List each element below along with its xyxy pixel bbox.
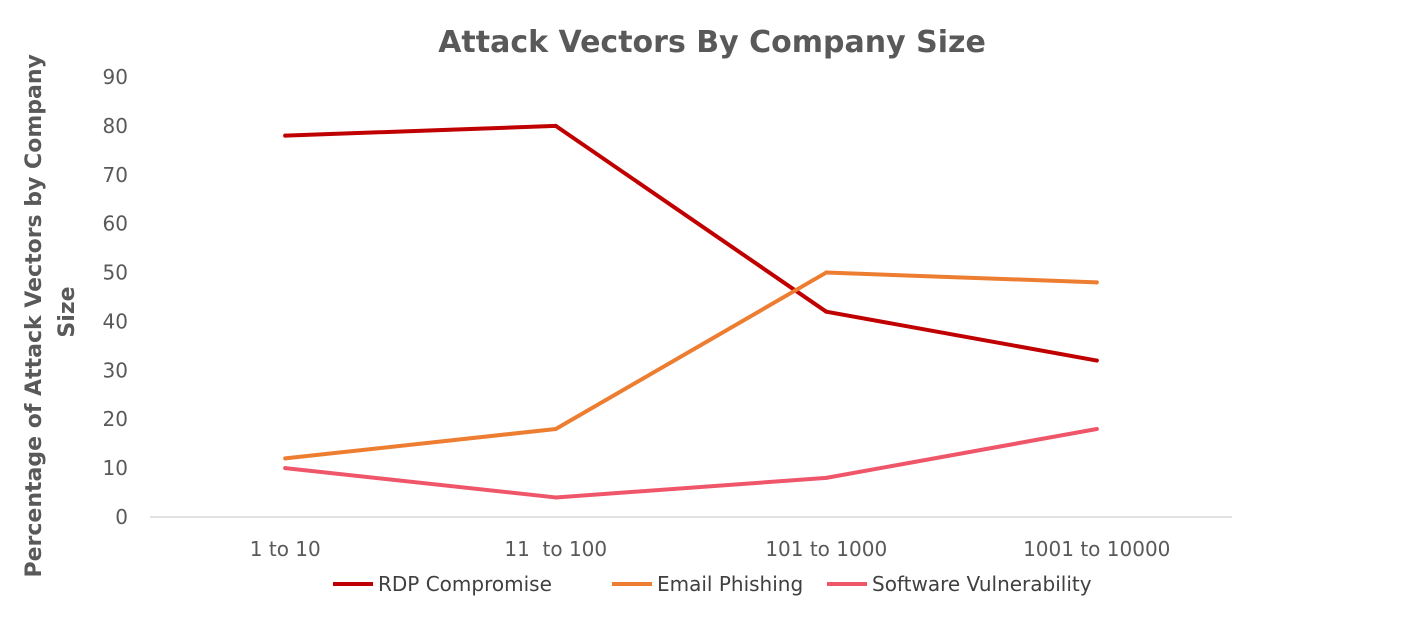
x-tick-label: 11 to 100 (504, 537, 607, 561)
data-point (824, 309, 829, 314)
series-line-1 (283, 123, 1099, 363)
y-axis-label-line-1: Percentage of Attack Vectors by Company (22, 54, 47, 577)
y-tick-label: 10 (103, 456, 128, 480)
y-axis-label: Percentage of Attack Vectors by Company … (22, 46, 80, 577)
legend: RDP Compromise Email Phishing Software Vul… (333, 572, 1092, 596)
data-point (824, 270, 829, 275)
data-point (1094, 427, 1099, 431)
y-tick-label: 90 (103, 65, 128, 89)
x-tick-label: 1 to 10 (250, 537, 321, 561)
y-tick-label: 50 (103, 261, 128, 285)
y-tick-label: 40 (103, 309, 128, 333)
series-line-3 (283, 427, 1099, 500)
data-point (283, 456, 288, 461)
data-point (553, 427, 558, 431)
y-tick-label: 70 (103, 163, 128, 187)
data-point (1094, 280, 1099, 285)
x-axis-ticks: 1 to 10 11 to 100 101 to 1000 1001 to 10000 (250, 537, 1171, 561)
legend-label: Email Phishing (657, 572, 803, 596)
data-point (283, 133, 288, 138)
y-tick-label: 30 (103, 358, 128, 382)
data-point (824, 475, 829, 480)
x-tick-label: 101 to 1000 (765, 537, 887, 561)
legend-label: Software Vulnerability (872, 572, 1092, 596)
data-point (553, 495, 558, 500)
x-tick-label: 1001 to 10000 (1023, 537, 1170, 561)
legend-label: RDP Compromise (378, 572, 552, 596)
y-axis-label-line-2: Size (55, 286, 80, 337)
y-tick-label: 0 (115, 505, 128, 529)
data-point (1094, 358, 1099, 363)
y-tick-label: 20 (103, 407, 128, 431)
series-line-2 (283, 270, 1099, 461)
chart-title: Attack Vectors By Company Size (438, 25, 986, 60)
y-tick-label: 60 (103, 212, 128, 236)
data-point (553, 123, 558, 128)
series-group (283, 123, 1099, 500)
y-axis-ticks: 0 10 20 30 40 50 60 70 80 90 (103, 65, 128, 529)
data-point (283, 466, 288, 471)
y-tick-label: 80 (103, 114, 128, 138)
